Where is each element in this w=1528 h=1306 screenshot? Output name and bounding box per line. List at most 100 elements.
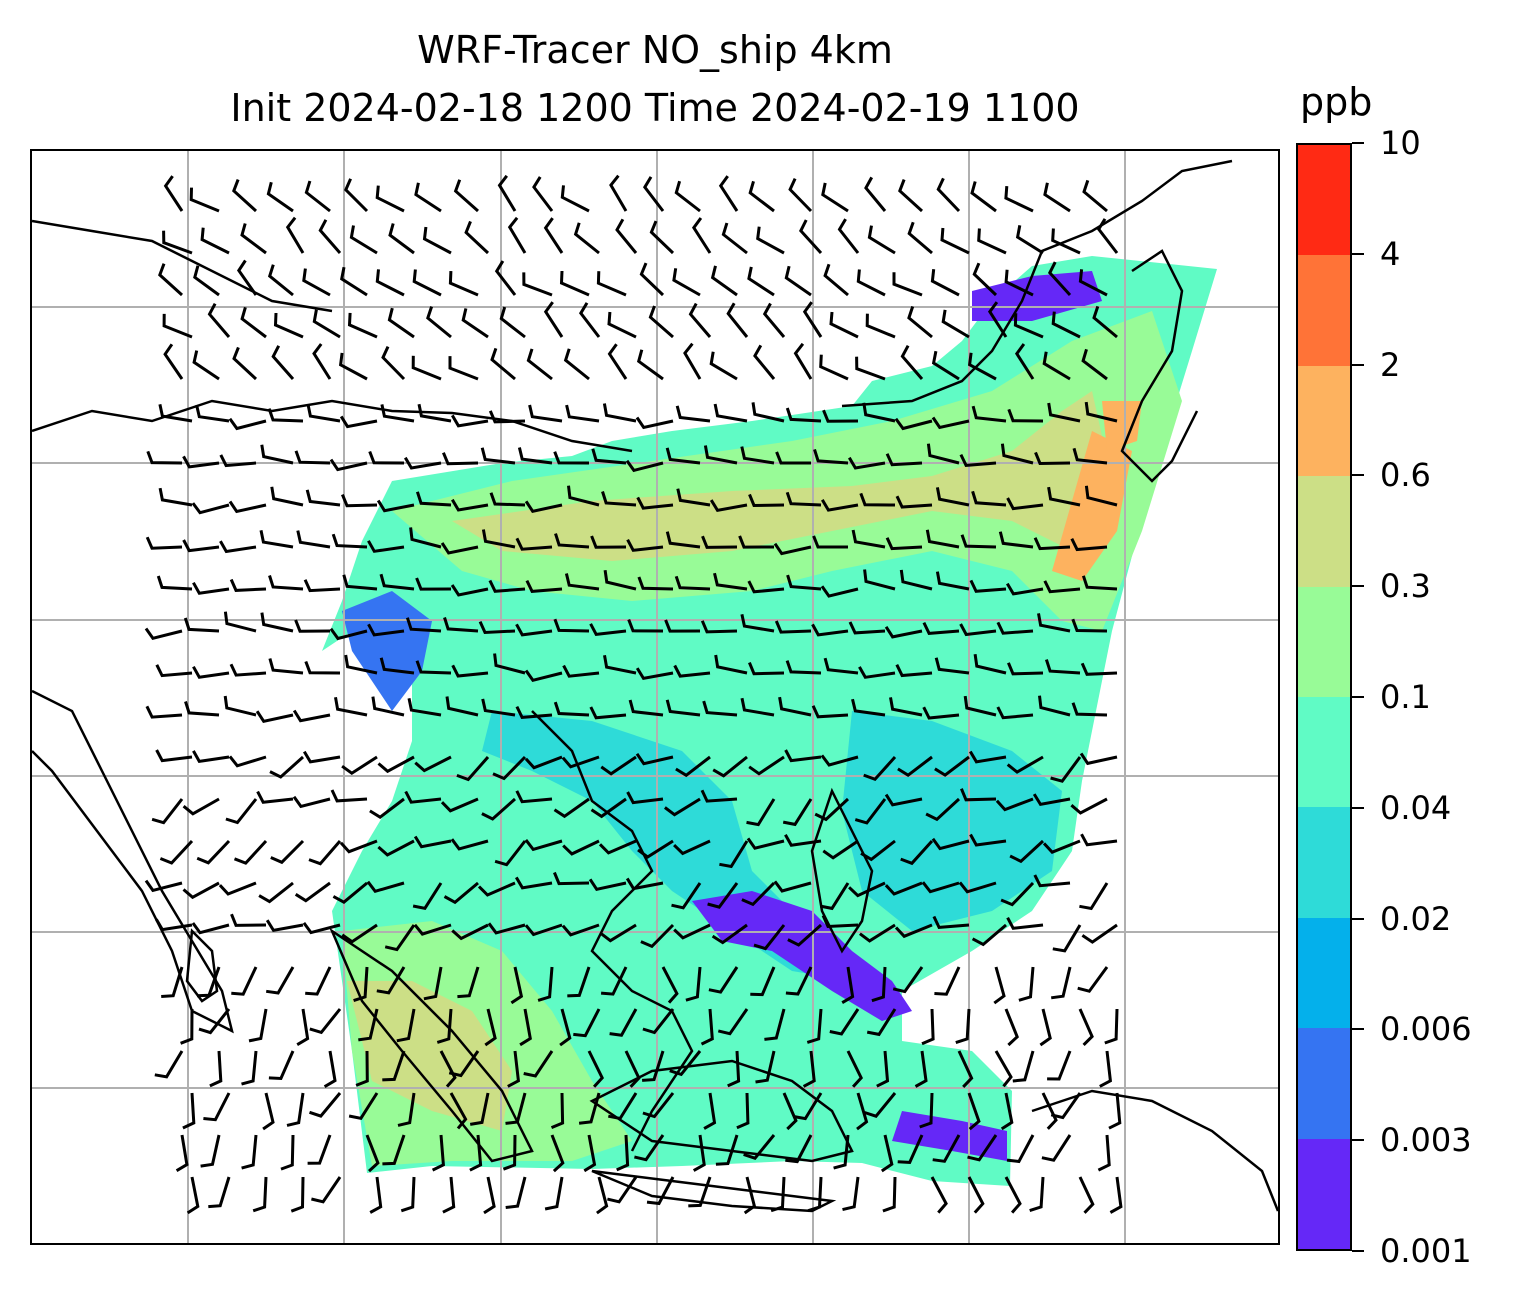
wind-barb bbox=[449, 1092, 468, 1130]
coastline-java bbox=[591, 1169, 837, 1213]
wind-barb bbox=[478, 620, 516, 635]
wind-barb bbox=[884, 881, 923, 896]
wind-barb bbox=[1000, 881, 1035, 907]
wind-barb bbox=[381, 345, 406, 381]
wind-barb bbox=[492, 755, 527, 781]
wind-barb bbox=[415, 577, 452, 591]
wind-barb bbox=[802, 301, 823, 338]
wind-barb bbox=[1047, 1050, 1072, 1081]
wind-barb bbox=[559, 1008, 572, 1047]
wind-barb bbox=[1033, 874, 1071, 888]
wind-barb bbox=[578, 302, 601, 338]
wind-barb bbox=[490, 347, 516, 381]
coastline-india bbox=[32, 689, 234, 1034]
wind-barb bbox=[368, 450, 405, 465]
wind-barb bbox=[1039, 1008, 1052, 1047]
wind-barb bbox=[596, 1176, 609, 1215]
wind-barb bbox=[365, 1134, 380, 1173]
wind-barb bbox=[1004, 1008, 1019, 1047]
wind-barb bbox=[252, 1176, 268, 1213]
colorbar-tick-mark bbox=[1352, 142, 1364, 144]
wind-barb bbox=[1042, 351, 1071, 381]
wind-barb bbox=[866, 1008, 897, 1037]
wind-barb bbox=[1051, 311, 1081, 339]
wind-barb bbox=[339, 415, 378, 429]
wind-barb bbox=[898, 179, 924, 213]
wind-barb bbox=[163, 175, 184, 212]
colorbar-segment-8 bbox=[1298, 255, 1350, 366]
title-line-1: WRF-Tracer NO_ship 4km bbox=[417, 28, 893, 72]
field-level-2 bbox=[1052, 431, 1132, 581]
wind-barb bbox=[919, 1092, 934, 1129]
wind-barb bbox=[626, 538, 664, 552]
wind-barb bbox=[524, 838, 563, 852]
wind-barb bbox=[553, 451, 590, 465]
wind-barb bbox=[921, 881, 960, 894]
wind-barb bbox=[387, 307, 415, 339]
wind-barb bbox=[450, 838, 489, 851]
wind-barb bbox=[969, 750, 1007, 764]
coastline-borneo bbox=[589, 1059, 854, 1163]
wind-barb bbox=[925, 529, 960, 549]
wind-barb bbox=[341, 923, 378, 944]
wind-barb bbox=[921, 1008, 935, 1046]
wind-barb bbox=[934, 966, 961, 996]
wind-barb bbox=[192, 665, 230, 679]
wind-barb bbox=[821, 499, 859, 512]
wind-barb bbox=[807, 1176, 823, 1213]
wind-barb bbox=[334, 697, 368, 717]
wind-barb bbox=[453, 179, 479, 213]
wind-barb bbox=[323, 1050, 337, 1088]
wind-barb bbox=[522, 272, 553, 297]
wind-barb bbox=[412, 882, 443, 910]
colorbar-segment-0 bbox=[1298, 1138, 1350, 1249]
wind-barb bbox=[774, 620, 812, 634]
wind-barb bbox=[995, 797, 1034, 812]
wind-barb bbox=[833, 1134, 850, 1170]
wind-barb bbox=[487, 922, 526, 935]
wind-barb bbox=[1042, 839, 1081, 854]
wind-barb bbox=[1051, 966, 1072, 1000]
wind-barb bbox=[338, 352, 368, 381]
wind-barb bbox=[821, 914, 859, 929]
wind-barb bbox=[637, 576, 674, 591]
wind-barb bbox=[573, 222, 600, 255]
wind-barb bbox=[864, 176, 887, 212]
colorbar-tick-mark bbox=[1352, 696, 1364, 698]
wind-barb bbox=[457, 966, 480, 999]
wind-barb bbox=[505, 1176, 527, 1209]
wind-barb bbox=[625, 877, 664, 891]
wind-barb bbox=[312, 343, 332, 380]
wind-barb bbox=[931, 837, 970, 851]
wind-barb bbox=[998, 531, 1034, 549]
wind-barb bbox=[740, 697, 775, 717]
wind-barb bbox=[497, 174, 517, 212]
wind-barb bbox=[969, 833, 1007, 847]
wind-barb bbox=[1000, 443, 1034, 465]
wind-barb bbox=[936, 177, 961, 213]
wind-barb bbox=[640, 923, 675, 949]
wind-barb bbox=[517, 447, 553, 465]
wind-barb bbox=[671, 882, 702, 910]
wind-barb bbox=[442, 1176, 456, 1214]
wind-barb bbox=[493, 653, 526, 675]
wind-barb bbox=[208, 1176, 231, 1209]
wind-barb bbox=[603, 569, 637, 591]
wind-barb bbox=[344, 654, 378, 675]
wind-barb bbox=[786, 574, 822, 591]
wind-barb bbox=[960, 534, 997, 549]
wind-barb bbox=[931, 416, 970, 430]
wind-barb bbox=[785, 660, 822, 675]
wind-barb bbox=[867, 225, 896, 255]
colorbar-segment-2 bbox=[1298, 917, 1350, 1029]
wind-barb bbox=[565, 404, 600, 423]
wind-barb bbox=[603, 654, 637, 675]
wind-barb bbox=[1006, 916, 1044, 930]
wind-barb bbox=[1109, 1176, 1123, 1214]
wind-barb bbox=[499, 306, 526, 339]
wind-barb bbox=[773, 880, 812, 893]
colorbar-tick-mark bbox=[1352, 252, 1364, 255]
wind-barb bbox=[525, 579, 563, 593]
wind-barb bbox=[994, 1050, 1013, 1088]
wind-barb bbox=[448, 356, 479, 381]
